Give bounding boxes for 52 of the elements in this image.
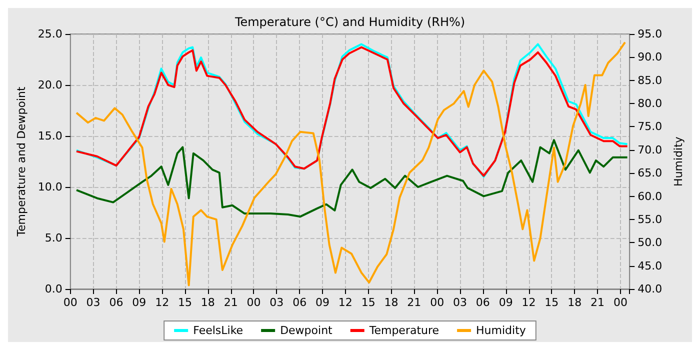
x-tick-label: 06 — [476, 296, 490, 309]
y-tick-label: 10.0 — [38, 180, 62, 194]
x-tick-label: 12 — [522, 296, 536, 309]
y-tick-label: 0.0 — [44, 282, 62, 296]
y2-tick-label: 70.0 — [638, 143, 662, 156]
chart-title: Temperature (°C) and Humidity (RH%) — [234, 15, 466, 29]
x-tick-label: 00 — [246, 296, 261, 309]
x-tick-label: 06 — [109, 296, 124, 309]
y2-tick-label: 85.0 — [638, 74, 662, 87]
y2-tick-label: 45.0 — [638, 259, 662, 272]
x-tick-label: 15 — [544, 296, 559, 309]
line-series — [76, 139, 628, 218]
legend-label: Dewpoint — [280, 324, 334, 337]
x-tick-label: 03 — [86, 296, 100, 309]
x-tick-label: 00 — [63, 296, 78, 309]
legend-label: FeelsLike — [193, 324, 244, 337]
y2-tick-label: 65.0 — [638, 166, 662, 180]
y2-tick-label: 60.0 — [638, 190, 662, 203]
x-tick-label: 18 — [200, 296, 215, 309]
x-tick-label: 18 — [384, 296, 398, 309]
y-tick-label: 15.0 — [38, 130, 62, 142]
x-tick-label: 12 — [155, 296, 170, 309]
y-tick-label: 5.0 — [44, 232, 62, 244]
x-tick-label: 21 — [224, 296, 238, 309]
legend-label: Temperature — [368, 324, 440, 337]
x-tick-label: 21 — [590, 296, 605, 309]
x-tick-label: 00 — [613, 296, 628, 309]
y2-tick-label: 50.0 — [638, 236, 662, 250]
y2-tick-label: 90.0 — [638, 50, 662, 64]
x-tick-label: 09 — [132, 296, 146, 309]
x-tick-label: 18 — [568, 296, 582, 309]
y2-tick-label: 40.0 — [638, 282, 662, 296]
y2-tick-label: 75.0 — [638, 120, 662, 134]
y-tick-label: 25.0 — [38, 28, 62, 40]
x-tick-label: 21 — [407, 296, 422, 309]
x-tick-label: 06 — [292, 296, 307, 309]
y2-tick-label: 80.0 — [638, 97, 662, 110]
y2-tick-label: 95.0 — [638, 28, 662, 40]
y-tick-label: 20.0 — [38, 78, 62, 92]
x-tick-label: 12 — [338, 296, 352, 309]
x-tick-label: 00 — [430, 296, 444, 309]
x-tick-label: 09 — [498, 296, 513, 309]
x-tick-label: 15 — [178, 296, 192, 309]
y-axis-title: Temperature and Dewpoint — [15, 86, 28, 238]
legend-label: Humidity — [476, 324, 526, 337]
x-tick-label: 03 — [453, 296, 468, 309]
x-tick-label: 15 — [361, 296, 376, 309]
x-tick-label: 03 — [270, 296, 284, 309]
y2-tick-label: 55.0 — [638, 212, 662, 226]
y2-axis-title: Humidity — [672, 136, 685, 186]
x-tick-label: 09 — [316, 296, 330, 309]
line-series — [76, 41, 626, 286]
